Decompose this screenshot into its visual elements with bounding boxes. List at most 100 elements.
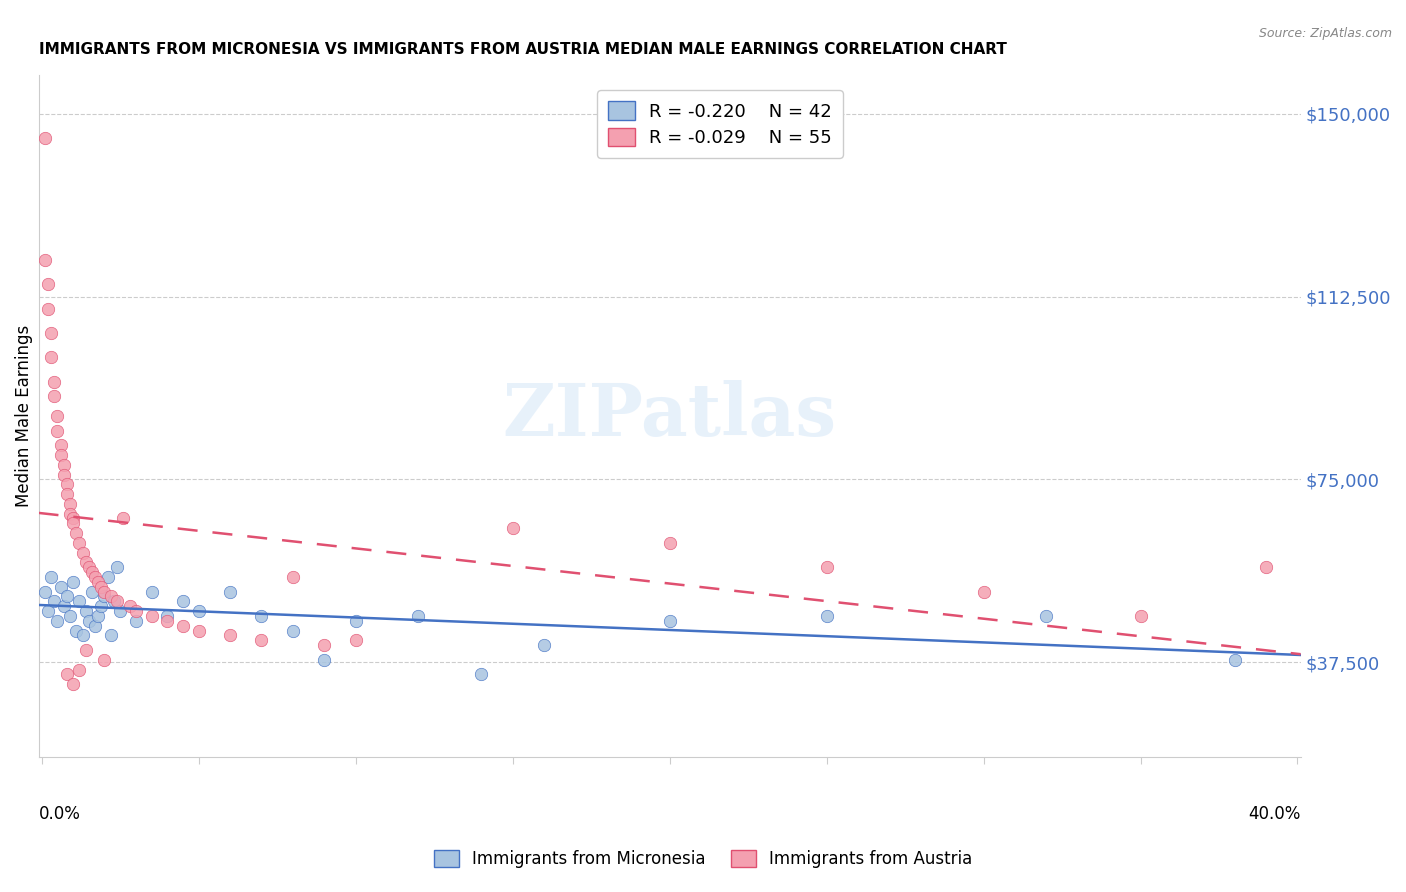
Point	[118, 599, 141, 614]
Point	[314, 638, 336, 652]
Point	[97, 570, 120, 584]
Point	[52, 599, 75, 614]
Point	[141, 584, 163, 599]
Point	[34, 131, 56, 145]
Point	[72, 545, 94, 559]
Text: Source: ZipAtlas.com: Source: ZipAtlas.com	[1258, 27, 1392, 40]
Point	[1129, 609, 1152, 624]
Text: 0.0%: 0.0%	[38, 805, 80, 823]
Point	[90, 599, 112, 614]
Point	[37, 301, 59, 316]
Point	[156, 614, 179, 628]
Point	[973, 584, 995, 599]
Point	[125, 604, 148, 618]
Point	[344, 614, 367, 628]
Point	[72, 628, 94, 642]
Point	[37, 604, 59, 618]
Point	[80, 565, 103, 579]
Point	[314, 653, 336, 667]
Point	[100, 590, 122, 604]
Point	[75, 555, 97, 569]
Point	[34, 252, 56, 267]
Point	[100, 628, 122, 642]
Point	[46, 424, 69, 438]
Legend: R = -0.220    N = 42, R = -0.029    N = 55: R = -0.220 N = 42, R = -0.029 N = 55	[598, 90, 844, 158]
Point	[65, 624, 87, 638]
Point	[250, 609, 273, 624]
Point	[34, 584, 56, 599]
Point	[1223, 653, 1246, 667]
Text: 40.0%: 40.0%	[1249, 805, 1301, 823]
Point	[67, 536, 90, 550]
Point	[108, 604, 131, 618]
Point	[815, 560, 838, 574]
Point	[658, 614, 681, 628]
Point	[39, 570, 62, 584]
Point	[141, 609, 163, 624]
Point	[62, 677, 84, 691]
Point	[56, 477, 79, 491]
Point	[59, 507, 82, 521]
Point	[62, 574, 84, 589]
Point	[281, 570, 304, 584]
Y-axis label: Median Male Earnings: Median Male Earnings	[15, 325, 32, 508]
Text: ZIPatlas: ZIPatlas	[502, 381, 837, 451]
Point	[56, 590, 79, 604]
Point	[77, 614, 100, 628]
Point	[37, 277, 59, 292]
Point	[44, 594, 66, 608]
Point	[44, 389, 66, 403]
Point	[90, 580, 112, 594]
Point	[533, 638, 555, 652]
Point	[59, 609, 82, 624]
Point	[56, 667, 79, 681]
Point	[658, 536, 681, 550]
Point	[93, 590, 115, 604]
Point	[187, 624, 209, 638]
Point	[408, 609, 430, 624]
Point	[219, 584, 242, 599]
Point	[125, 614, 148, 628]
Point	[80, 584, 103, 599]
Point	[187, 604, 209, 618]
Point	[84, 570, 107, 584]
Point	[470, 667, 492, 681]
Point	[52, 467, 75, 482]
Point	[103, 594, 125, 608]
Point	[44, 375, 66, 389]
Point	[56, 487, 79, 501]
Point	[62, 511, 84, 525]
Point	[49, 448, 72, 462]
Point	[1035, 609, 1057, 624]
Point	[67, 663, 90, 677]
Point	[65, 526, 87, 541]
Point	[59, 497, 82, 511]
Point	[105, 560, 128, 574]
Legend: Immigrants from Micronesia, Immigrants from Austria: Immigrants from Micronesia, Immigrants f…	[427, 843, 979, 875]
Point	[87, 609, 110, 624]
Point	[815, 609, 838, 624]
Point	[281, 624, 304, 638]
Point	[67, 594, 90, 608]
Point	[46, 409, 69, 423]
Point	[46, 614, 69, 628]
Point	[1256, 560, 1278, 574]
Point	[75, 604, 97, 618]
Point	[49, 438, 72, 452]
Point	[502, 521, 524, 535]
Point	[250, 633, 273, 648]
Point	[344, 633, 367, 648]
Point	[39, 326, 62, 340]
Point	[172, 594, 194, 608]
Point	[49, 580, 72, 594]
Point	[62, 516, 84, 531]
Point	[219, 628, 242, 642]
Point	[172, 618, 194, 632]
Point	[156, 609, 179, 624]
Point	[112, 511, 135, 525]
Point	[93, 584, 115, 599]
Point	[39, 351, 62, 365]
Point	[52, 458, 75, 472]
Point	[87, 574, 110, 589]
Point	[105, 594, 128, 608]
